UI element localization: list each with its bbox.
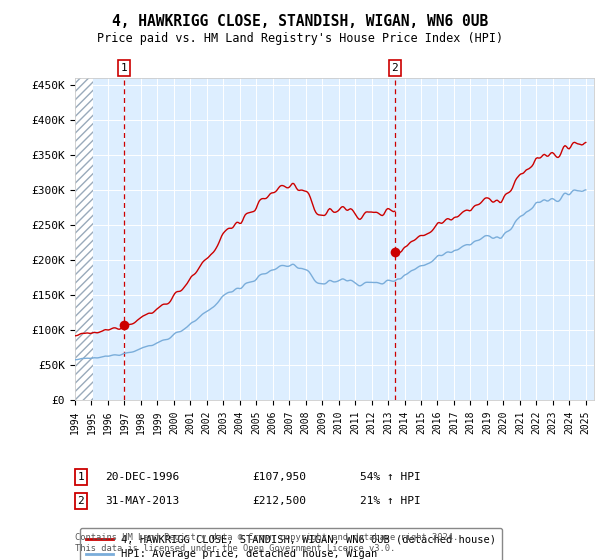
Text: 1: 1 [77,472,85,482]
Text: 31-MAY-2013: 31-MAY-2013 [105,496,179,506]
Text: 2: 2 [77,496,85,506]
Bar [75,78,93,400]
Text: 1: 1 [121,63,127,73]
Text: 54% ↑ HPI: 54% ↑ HPI [360,472,421,482]
Text: £212,500: £212,500 [252,496,306,506]
Text: 4, HAWKRIGG CLOSE, STANDISH, WIGAN, WN6 0UB: 4, HAWKRIGG CLOSE, STANDISH, WIGAN, WN6 … [112,14,488,29]
Text: 2: 2 [392,63,398,73]
Text: 21% ↑ HPI: 21% ↑ HPI [360,496,421,506]
Text: Contains HM Land Registry data © Crown copyright and database right 2024.
This d: Contains HM Land Registry data © Crown c… [75,533,458,553]
Text: £107,950: £107,950 [252,472,306,482]
Text: 20-DEC-1996: 20-DEC-1996 [105,472,179,482]
Text: Price paid vs. HM Land Registry's House Price Index (HPI): Price paid vs. HM Land Registry's House … [97,32,503,45]
Legend: 4, HAWKRIGG CLOSE, STANDISH, WIGAN, WN6 0UB (detached house), HPI: Average price: 4, HAWKRIGG CLOSE, STANDISH, WIGAN, WN6 … [80,528,502,560]
